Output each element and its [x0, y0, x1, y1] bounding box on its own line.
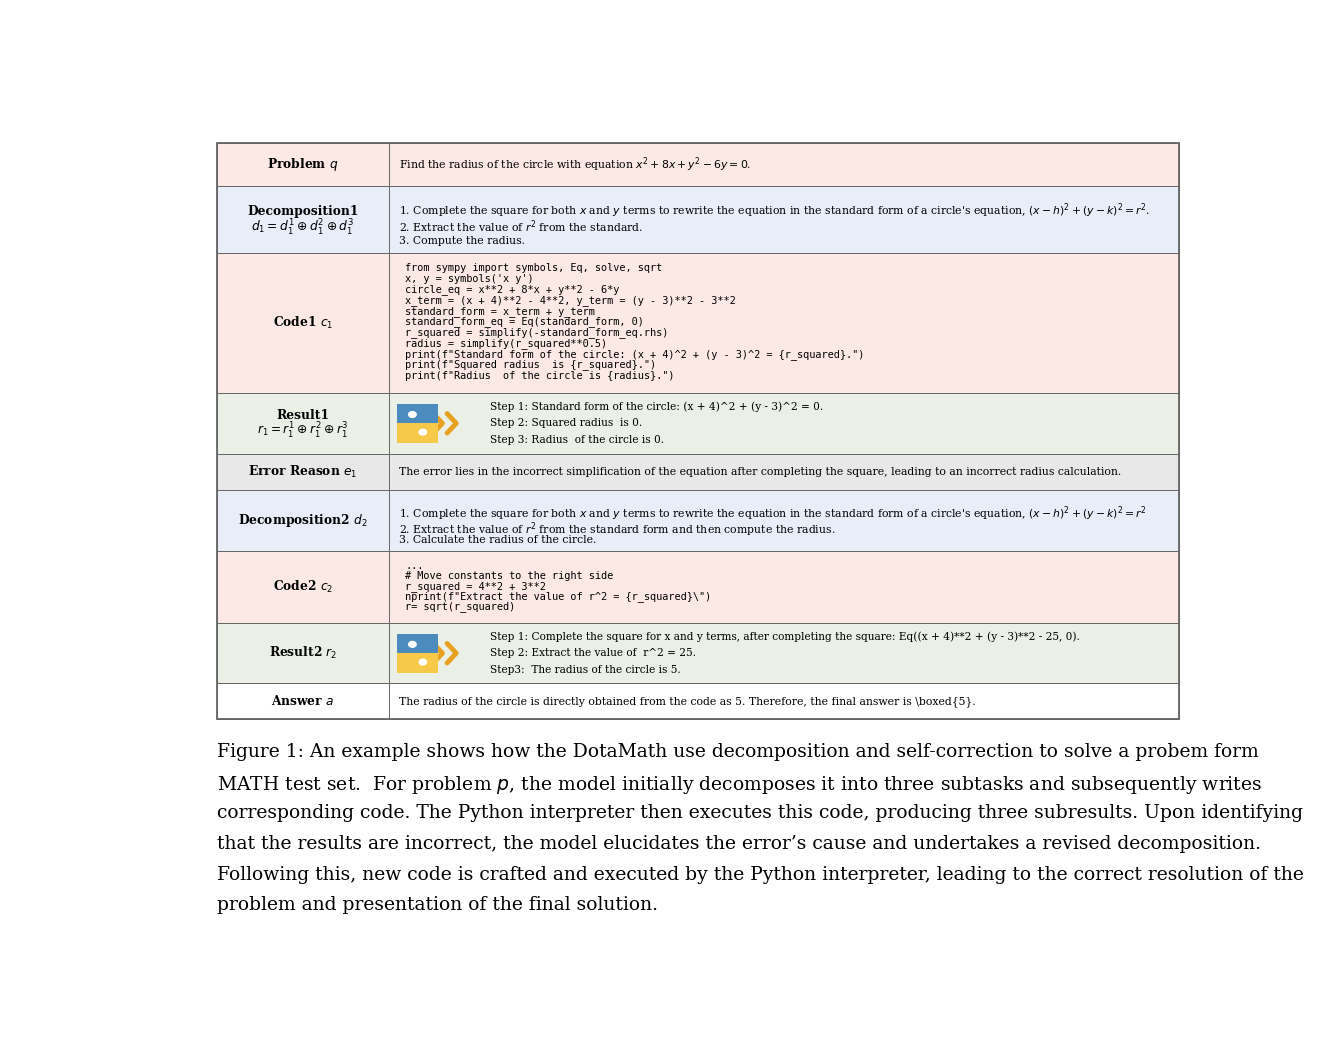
- Text: 2. Extract the value of $r^2$ from the standard form and then compute the radius: 2. Extract the value of $r^2$ from the s…: [399, 520, 835, 539]
- Text: # Move constants to the right side: # Move constants to the right side: [405, 571, 614, 582]
- Bar: [217, 186, 389, 253]
- Circle shape: [409, 411, 417, 417]
- Circle shape: [399, 407, 436, 434]
- Text: Code1 $c_1$: Code1 $c_1$: [273, 315, 334, 331]
- Bar: [397, 653, 438, 673]
- Text: 2. Extract the value of $r^2$ from the standard.: 2. Extract the value of $r^2$ from the s…: [399, 219, 643, 235]
- Text: radius = simplify(r_squared**0.5): radius = simplify(r_squared**0.5): [405, 338, 607, 349]
- Text: Problem $q$: Problem $q$: [267, 156, 339, 173]
- Bar: [389, 623, 1179, 683]
- Text: Code2 $c_2$: Code2 $c_2$: [273, 579, 334, 595]
- Text: MATH test set.  For problem $p$, the model initially decomposes it into three su: MATH test set. For problem $p$, the mode…: [217, 774, 1262, 796]
- Bar: [217, 143, 1179, 719]
- Circle shape: [419, 429, 426, 435]
- Text: Decomposition2 $d_2$: Decomposition2 $d_2$: [239, 513, 367, 529]
- Text: The error lies in the incorrect simplification of the equation after completing : The error lies in the incorrect simplifi…: [399, 467, 1122, 477]
- Text: r= sqrt(r_squared): r= sqrt(r_squared): [405, 601, 516, 612]
- Bar: [389, 683, 1179, 719]
- Text: that the results are incorrect, the model elucidates the error’s cause and under: that the results are incorrect, the mode…: [217, 835, 1261, 854]
- Circle shape: [399, 642, 436, 669]
- Bar: [389, 490, 1179, 551]
- Text: Decomposition1: Decomposition1: [248, 205, 359, 218]
- Bar: [217, 392, 389, 454]
- Text: from sympy import symbols, Eq, solve, sqrt: from sympy import symbols, Eq, solve, sq…: [405, 264, 662, 273]
- Text: Step 1: Standard form of the circle: (x + 4)^2 + (y - 3)^2 = 0.: Step 1: Standard form of the circle: (x …: [490, 401, 824, 412]
- Text: x, y = symbols('x y'): x, y = symbols('x y'): [405, 274, 533, 283]
- Bar: [397, 634, 438, 653]
- Text: 3. Compute the radius.: 3. Compute the radius.: [399, 235, 525, 246]
- Text: 3. Calculate the radius of the circle.: 3. Calculate the radius of the circle.: [399, 535, 596, 545]
- Text: Find the radius of the circle with equation $x^2 + 8x + y^2 - 6y = 0$.: Find the radius of the circle with equat…: [399, 155, 752, 174]
- Bar: [217, 253, 389, 392]
- Bar: [217, 490, 389, 551]
- Text: The radius of the circle is directly obtained from the code as 5. Therefore, the: The radius of the circle is directly obt…: [399, 696, 976, 706]
- Bar: [397, 424, 438, 442]
- Text: Step 3: Radius  of the circle is 0.: Step 3: Radius of the circle is 0.: [490, 435, 665, 446]
- Text: Step 2: Squared radius  is 0.: Step 2: Squared radius is 0.: [490, 418, 643, 428]
- Text: Error Reason $e_1$: Error Reason $e_1$: [248, 464, 358, 480]
- Circle shape: [399, 637, 436, 664]
- Bar: [389, 551, 1179, 623]
- Text: Following this, new code is crafted and executed by the Python interpreter, lead: Following this, new code is crafted and …: [217, 866, 1304, 884]
- Circle shape: [409, 641, 417, 647]
- Circle shape: [419, 659, 426, 665]
- Text: print(f"Squared radius  is {r_squared}."): print(f"Squared radius is {r_squared}."): [405, 360, 657, 370]
- Text: Step 2: Extract the value of  r^2 = 25.: Step 2: Extract the value of r^2 = 25.: [490, 649, 697, 658]
- Text: $d_1 = d_1^1 \oplus d_1^2 \oplus d_1^3$: $d_1 = d_1^1 \oplus d_1^2 \oplus d_1^3$: [252, 218, 355, 237]
- Text: Result2 $r_2$: Result2 $r_2$: [269, 645, 338, 661]
- Circle shape: [399, 412, 436, 439]
- Text: print(f"Radius  of the circle is {radius}."): print(f"Radius of the circle is {radius}…: [405, 370, 674, 381]
- Text: $r_1 = r_1^1 \oplus r_1^2 \oplus r_1^3$: $r_1 = r_1^1 \oplus r_1^2 \oplus r_1^3$: [257, 422, 348, 441]
- Bar: [389, 454, 1179, 490]
- Text: 1. Complete the square for both $x$ and $y$ terms to rewrite the equation in the: 1. Complete the square for both $x$ and …: [399, 505, 1147, 523]
- Bar: [217, 143, 389, 186]
- Text: standard_form_eq = Eq(standard_form, 0): standard_form_eq = Eq(standard_form, 0): [405, 317, 645, 327]
- Bar: [217, 623, 389, 683]
- Text: ...: ...: [405, 561, 423, 571]
- Bar: [397, 404, 438, 424]
- Text: Answer $a$: Answer $a$: [272, 695, 335, 708]
- Text: 1. Complete the square for both $x$ and $y$ terms to rewrite the equation in the: 1. Complete the square for both $x$ and …: [399, 202, 1150, 221]
- Text: circle_eq = x**2 + 8*x + y**2 - 6*y: circle_eq = x**2 + 8*x + y**2 - 6*y: [405, 285, 619, 295]
- Text: nprint(f"Extract the value of r^2 = {r_squared}\"): nprint(f"Extract the value of r^2 = {r_s…: [405, 591, 712, 601]
- Text: standard_form = x_term + y_term: standard_form = x_term + y_term: [405, 305, 595, 317]
- Bar: [217, 683, 389, 719]
- Text: print(f"Standard form of the circle: (x + 4)^2 + (y - 3)^2 = {r_squared}."): print(f"Standard form of the circle: (x …: [405, 348, 864, 360]
- Text: x_term = (x + 4)**2 - 4**2, y_term = (y - 3)**2 - 3**2: x_term = (x + 4)**2 - 4**2, y_term = (y …: [405, 295, 736, 305]
- Text: Figure 1: An example shows how the DotaMath use decomposition and self-correctio: Figure 1: An example shows how the DotaM…: [217, 744, 1260, 761]
- Text: Result1: Result1: [276, 409, 330, 422]
- Bar: [389, 143, 1179, 186]
- Text: r_squared = 4**2 + 3**2: r_squared = 4**2 + 3**2: [405, 581, 545, 592]
- Text: problem and presentation of the final solution.: problem and presentation of the final so…: [217, 896, 658, 914]
- Bar: [389, 253, 1179, 392]
- Bar: [389, 392, 1179, 454]
- Text: Step 1: Complete the square for x and y terms, after completing the square: Eq((: Step 1: Complete the square for x and y …: [490, 631, 1080, 641]
- Text: Step3:  The radius of the circle is 5.: Step3: The radius of the circle is 5.: [490, 665, 681, 675]
- Bar: [217, 454, 389, 490]
- Bar: [217, 551, 389, 623]
- Bar: [389, 186, 1179, 253]
- Text: corresponding code. The Python interpreter then executes this code, producing th: corresponding code. The Python interpret…: [217, 804, 1304, 822]
- Text: r_squared = simplify(-standard_form_eq.rhs): r_squared = simplify(-standard_form_eq.r…: [405, 327, 669, 338]
